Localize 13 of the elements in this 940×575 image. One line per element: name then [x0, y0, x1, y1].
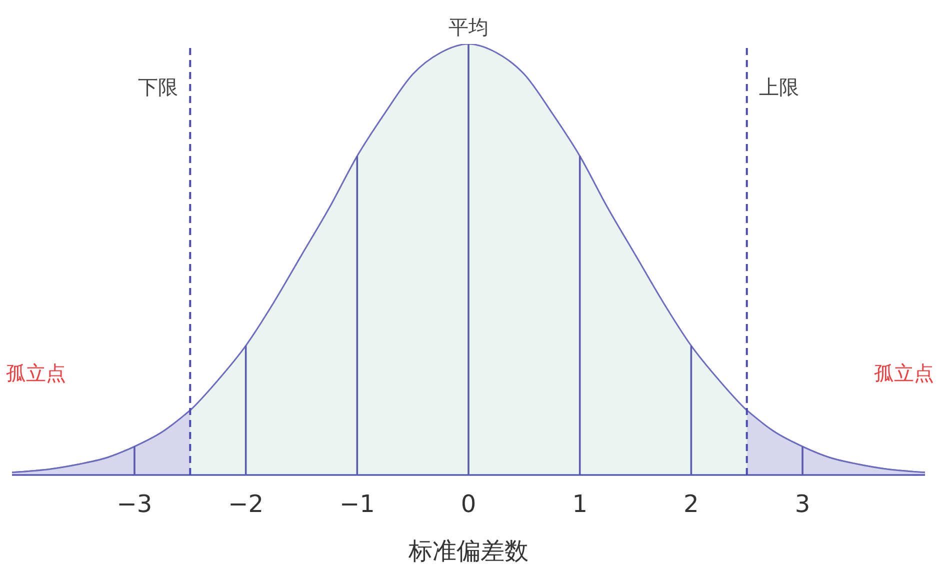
- x-tick-label: −1: [339, 490, 375, 518]
- x-tick-label: 2: [684, 490, 699, 518]
- ref-line-label: 下限: [138, 75, 178, 100]
- x-tick-label: 1: [572, 490, 588, 518]
- annotation: 平均: [448, 15, 488, 39]
- x-tick-label: 0: [460, 490, 476, 518]
- ref-line-label: 上限: [758, 75, 799, 100]
- annotation: 孤立点: [6, 361, 66, 386]
- x-tick-label: 3: [794, 490, 810, 518]
- x-tick-label: −2: [228, 490, 264, 518]
- annotation: 孤立点: [874, 361, 934, 386]
- x-tick-label: −3: [116, 490, 152, 518]
- x-axis-title: 标准偏差数: [408, 537, 528, 565]
